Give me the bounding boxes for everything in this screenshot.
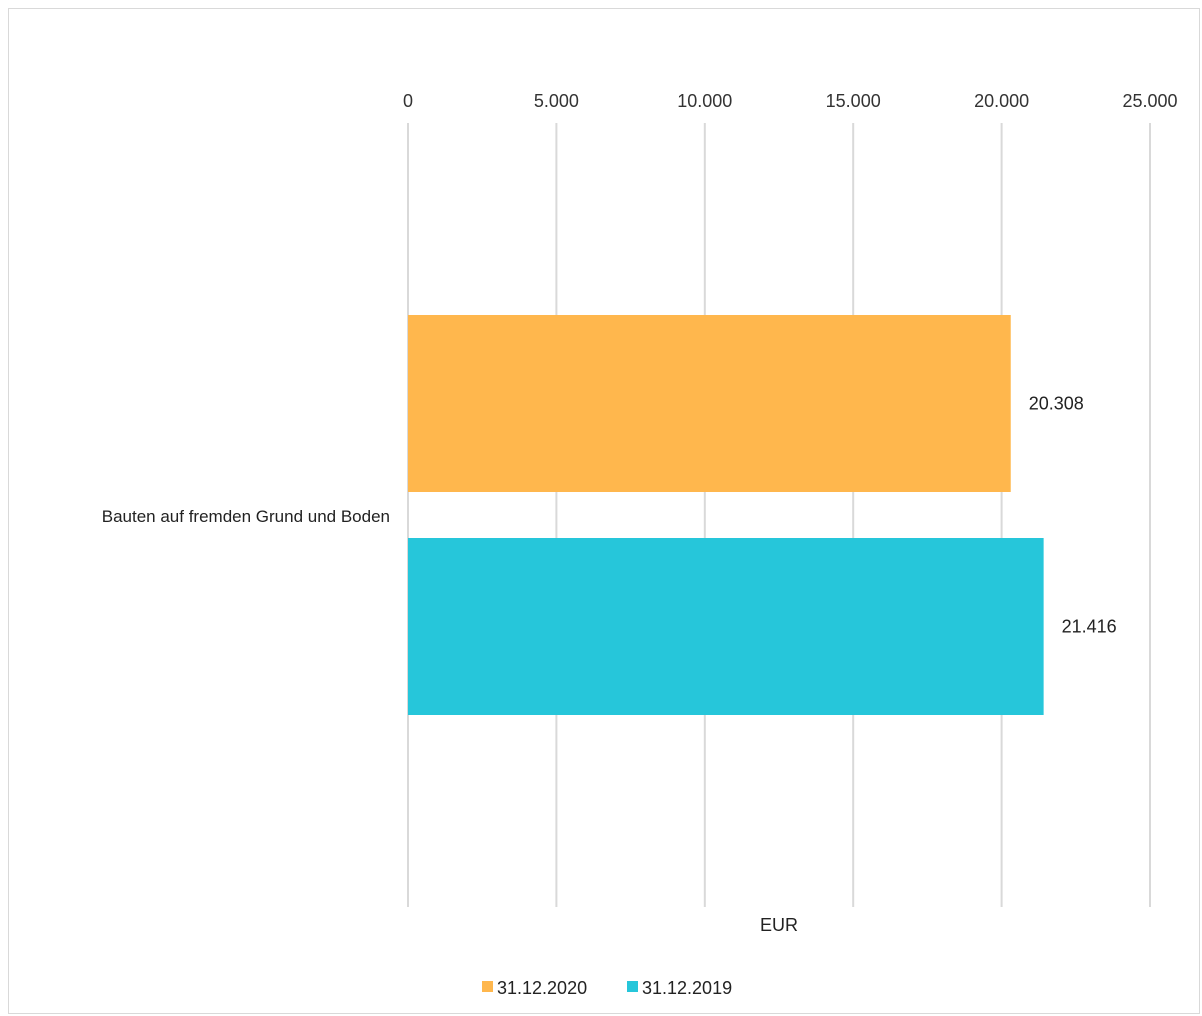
x-tick-label: 25.000 [1122, 91, 1177, 111]
legend-swatch [482, 981, 493, 992]
bar-31-12-2020 [408, 315, 1011, 492]
x-tick-label: 5.000 [534, 91, 579, 111]
legend-swatch [627, 981, 638, 992]
bar-31-12-2019 [408, 538, 1044, 715]
bar-chart: 0 5.000 10.000 15.000 20.000 25.000 20.308 21.4… [102, 91, 1178, 998]
legend-label: 31.12.2020 [497, 978, 587, 998]
x-axis-title: EUR [760, 915, 798, 935]
x-tick-label: 15.000 [826, 91, 881, 111]
data-label: 21.416 [1062, 617, 1117, 637]
data-label: 20.308 [1029, 394, 1084, 414]
x-tick-label: 20.000 [974, 91, 1029, 111]
x-tick-label: 0 [403, 91, 413, 111]
chart-frame: 0 5.000 10.000 15.000 20.000 25.000 20.308 21.4… [8, 8, 1200, 1014]
legend-label: 31.12.2019 [642, 978, 732, 998]
x-tick-label: 10.000 [677, 91, 732, 111]
category-label: Bauten auf fremden Grund und Boden [102, 507, 390, 526]
